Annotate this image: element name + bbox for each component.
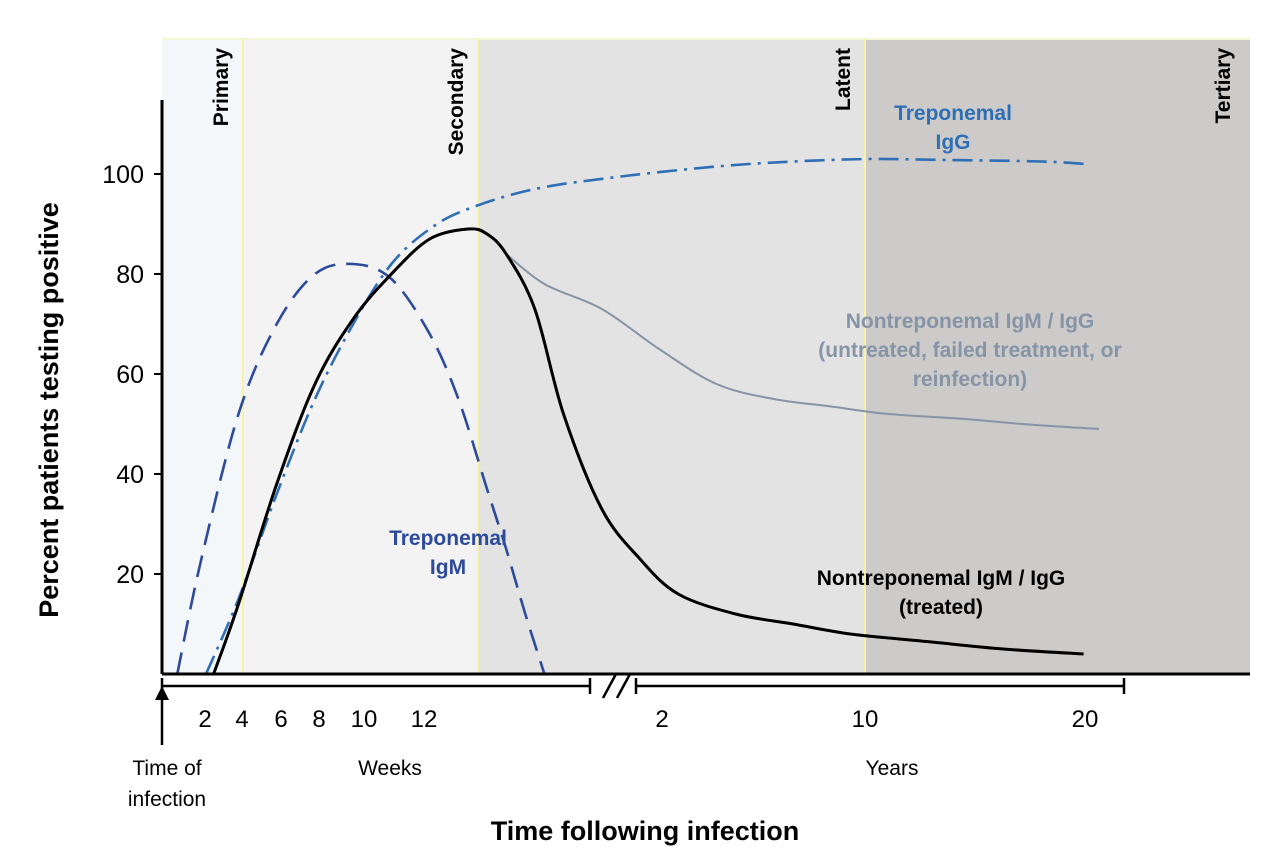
series-label-2-line-0: Nontreponemal IgM / IgG (817, 567, 1066, 590)
series-label-2-line-1: (treated) (899, 596, 983, 619)
stage-bands: Primary Secondary Latent Tertiary (162, 38, 1250, 674)
years-label: Years (866, 757, 919, 780)
week-tick-label: 2 (198, 706, 211, 733)
axis-break-mark (601, 673, 618, 699)
stage-band-latent (478, 38, 865, 674)
series-label-3-line-2: reinfection) (913, 368, 1027, 391)
origin-label-line-1: Time of (132, 757, 201, 780)
y-tick-label: 80 (116, 261, 144, 289)
series-label-3-line-0: Nontreponemal IgM / IgG (846, 310, 1095, 333)
origin-label-line-2: infection (128, 788, 206, 811)
year-tick-label: 2 (655, 706, 668, 733)
series-layer: Treponemal IgM Treponemal IgG Nontreponemal … (176, 102, 1122, 675)
y-tick-label: 60 (116, 361, 144, 389)
weeks-label: Weeks (358, 757, 422, 780)
series-line-0 (176, 262, 546, 675)
stage-band-tertiary (865, 38, 1250, 674)
axis-break-mark (615, 673, 632, 699)
stage-label-tertiary: Tertiary (1212, 48, 1235, 124)
week-tick-label: 8 (312, 706, 325, 733)
year-tick-label: 20 (1072, 706, 1099, 733)
infection-arrow-head (155, 686, 169, 700)
year-tick-label: 10 (852, 706, 879, 733)
week-tick-label: 6 (274, 706, 287, 733)
series-label-1-line-0: Treponemal (894, 102, 1012, 125)
plot-top-edge (162, 38, 1250, 40)
stage-label-secondary: Secondary (445, 48, 468, 156)
x-axis-title: Time following infection (491, 816, 800, 846)
series-label-0-line-1: IgM (430, 556, 466, 579)
series-line-3 (505, 253, 1099, 430)
week-tick-label: 10 (351, 706, 378, 733)
stage-label-latent: Latent (832, 48, 855, 111)
series-line-2 (212, 227, 1084, 675)
week-tick-label: 12 (411, 706, 438, 733)
stage-band-primary (162, 38, 243, 674)
week-tick-label: 4 (235, 706, 248, 733)
series-line-1 (204, 157, 1086, 675)
y-axis-title: Percent patients testing positive (34, 202, 64, 618)
series-label-1-line-1: IgG (936, 131, 971, 154)
series-label-3-line-1: (untreated, failed treatment, or (818, 339, 1121, 362)
y-tick-label: 20 (116, 561, 144, 589)
stage-label-primary: Primary (210, 48, 233, 127)
y-tick-label: 100 (102, 161, 144, 189)
time-of-infection-label: Time of infection (128, 686, 206, 811)
stage-band-secondary (243, 38, 478, 674)
series-label-0-line-0: Treponemal (389, 527, 507, 550)
y-tick-label: 40 (116, 461, 144, 489)
